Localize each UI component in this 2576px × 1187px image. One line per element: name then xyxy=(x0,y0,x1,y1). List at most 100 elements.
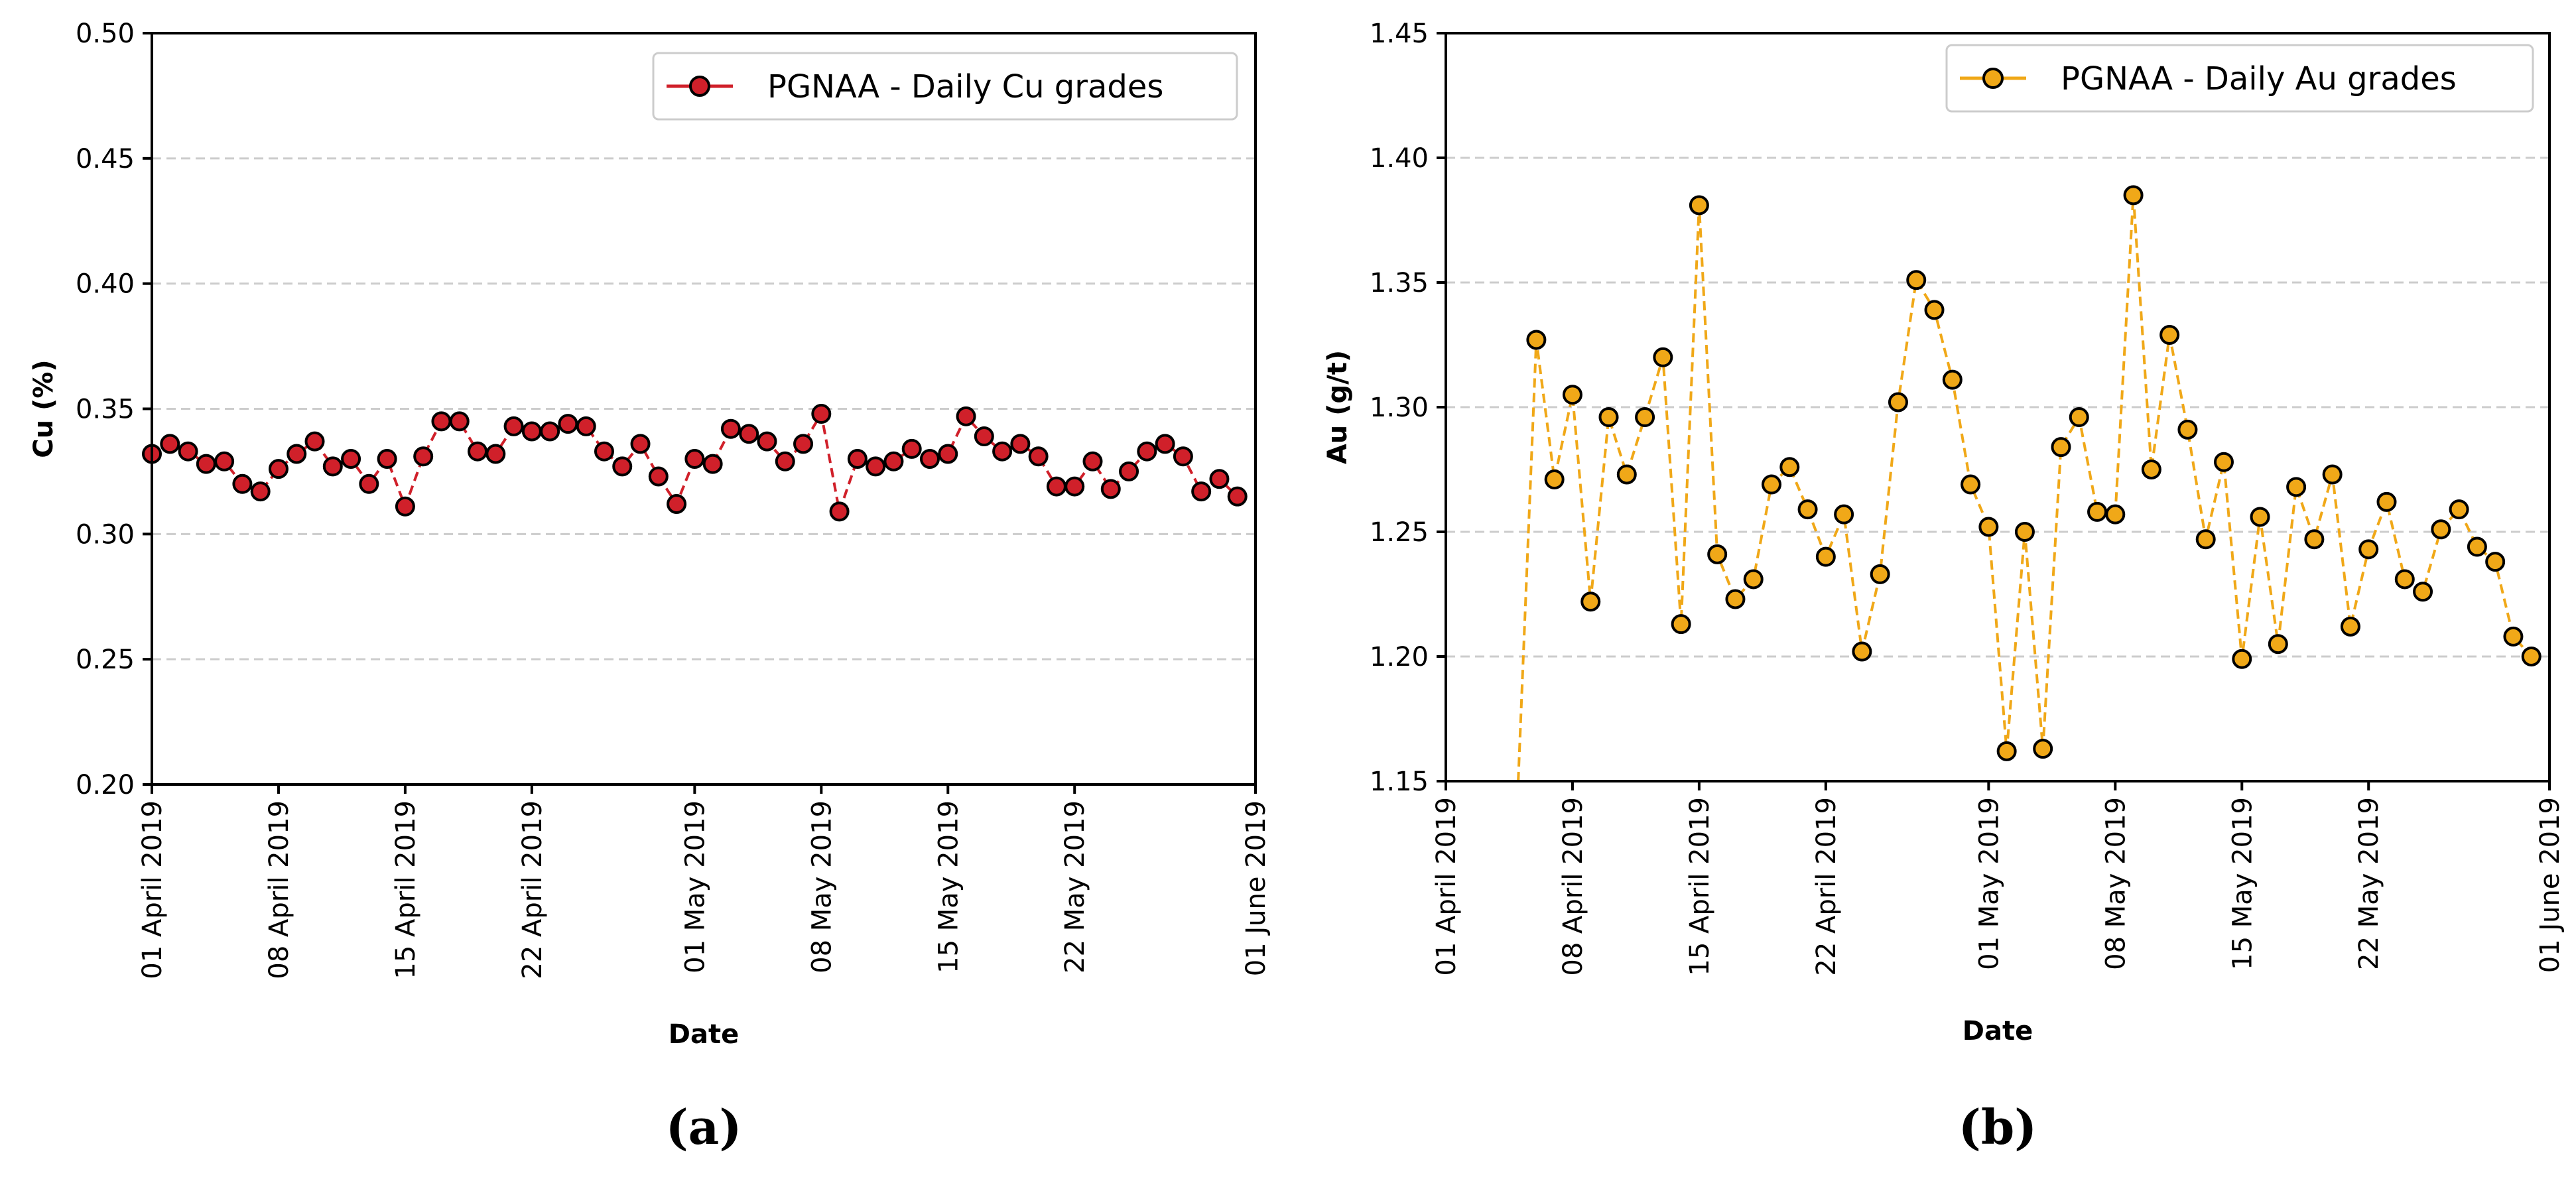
data-point xyxy=(2232,649,2252,669)
data-point xyxy=(1870,564,1890,584)
data-point xyxy=(503,416,524,436)
data-point xyxy=(2449,499,2469,520)
x-tick-label: 08 April 2019 xyxy=(1558,797,1588,976)
x-axis-ticks-b: 01 April 2019 08 April 2019 15 April 2019 2… xyxy=(1431,781,2565,976)
data-point xyxy=(2485,552,2506,572)
legend-label-cu: PGNAA - Daily Cu grades xyxy=(767,68,1163,105)
data-point xyxy=(359,473,379,494)
data-point xyxy=(160,434,180,454)
x-tick-label: 01 May 2019 xyxy=(1974,797,2004,970)
data-point xyxy=(2358,539,2379,560)
y-tick-label: 1.25 xyxy=(1370,517,1429,548)
x-tick-label: 22 May 2019 xyxy=(2354,797,2384,970)
x-axis-label-b: Date xyxy=(1963,1016,2033,1046)
chart-au-grades: 1.15 1.20 1.25 1.30 1.35 1.40 1.45 01 April 20… xyxy=(1322,19,2565,1155)
data-point xyxy=(1562,385,1582,405)
y-tick-label: 0.50 xyxy=(76,19,135,49)
x-tick-label: 08 April 2019 xyxy=(264,800,294,979)
data-point xyxy=(720,418,741,439)
series-au xyxy=(1517,185,2542,782)
data-point xyxy=(702,454,723,474)
data-point xyxy=(521,421,542,442)
y-tick-label: 0.25 xyxy=(76,645,135,675)
data-point xyxy=(1616,464,1637,485)
y-tick-label: 0.35 xyxy=(76,395,135,425)
data-point xyxy=(1173,446,1193,467)
data-point xyxy=(847,449,868,469)
data-point xyxy=(1064,476,1085,497)
data-point xyxy=(178,441,198,462)
data-point xyxy=(594,441,614,462)
data-point xyxy=(1227,486,1248,507)
data-point xyxy=(2340,616,2360,637)
x-tick-label: 01 June 2019 xyxy=(1241,800,1271,976)
y-tick-label: 0.30 xyxy=(76,519,135,550)
data-point xyxy=(811,404,832,424)
data-point xyxy=(1598,407,1619,428)
data-point xyxy=(1100,479,1121,499)
data-point xyxy=(1978,517,1999,537)
data-point xyxy=(341,449,361,469)
data-point xyxy=(1082,451,1103,471)
y-axis-ticks-a: 0.20 0.25 0.30 0.35 0.40 0.45 0.50 xyxy=(76,19,152,800)
y-tick-label: 1.20 xyxy=(1370,642,1429,672)
data-point xyxy=(2286,477,2307,497)
data-point xyxy=(268,459,289,479)
data-point xyxy=(1119,461,1139,481)
x-tick-label: 15 May 2019 xyxy=(933,800,964,973)
data-point xyxy=(2467,536,2487,557)
data-point xyxy=(287,444,307,464)
data-point xyxy=(2195,529,2216,550)
data-point xyxy=(2250,507,2270,527)
data-point xyxy=(1725,589,1746,609)
data-point xyxy=(2431,519,2451,540)
data-point xyxy=(2177,419,2198,440)
data-point xyxy=(1635,407,1655,428)
data-point xyxy=(938,444,958,464)
data-point xyxy=(1028,446,1049,467)
y-tick-label: 1.35 xyxy=(1370,268,1429,298)
data-point xyxy=(2413,582,2433,602)
data-point xyxy=(974,426,994,447)
data-point xyxy=(1834,504,1854,525)
y-axis-label-b: Au (g/t) xyxy=(1322,350,1353,464)
data-point xyxy=(1209,469,1230,489)
data-point xyxy=(1191,481,1212,502)
x-tick-label: 15 April 2019 xyxy=(391,800,421,979)
data-point xyxy=(377,449,397,469)
data-point xyxy=(1137,441,1157,462)
data-point xyxy=(1996,741,2017,761)
data-point xyxy=(1544,469,1565,490)
data-point xyxy=(1707,544,1728,564)
x-tick-label: 15 May 2019 xyxy=(2227,797,2258,970)
data-point xyxy=(1961,474,1981,495)
data-point xyxy=(1906,270,1927,290)
data-point xyxy=(1852,641,1872,662)
data-point xyxy=(1155,434,1175,454)
data-point xyxy=(829,501,850,522)
data-point xyxy=(1797,499,1818,520)
data-point xyxy=(2304,529,2325,550)
data-point xyxy=(2394,569,2415,590)
data-point xyxy=(2141,460,2161,479)
data-point xyxy=(1942,369,1963,390)
data-point xyxy=(866,456,886,477)
data-point xyxy=(250,481,271,502)
data-point xyxy=(1580,592,1601,612)
x-tick-label: 22 April 2019 xyxy=(1811,797,1842,976)
data-point xyxy=(2033,739,2053,759)
panel-label-b: (b) xyxy=(1959,1099,2037,1155)
gridlines-a xyxy=(152,157,1256,660)
series-cu xyxy=(142,404,1248,522)
data-point xyxy=(2105,504,2126,525)
data-point xyxy=(739,424,759,444)
x-tick-label: 01 June 2019 xyxy=(2535,797,2565,973)
legend-box-b xyxy=(1945,44,2534,113)
legend-a: PGNAA - Daily Cu grades xyxy=(652,52,1238,121)
y-tick-label: 1.40 xyxy=(1370,143,1429,174)
data-point xyxy=(2051,437,2071,458)
legend-marker-cu xyxy=(689,76,710,97)
data-point xyxy=(232,473,253,494)
x-tick-label: 08 May 2019 xyxy=(2100,797,2131,970)
